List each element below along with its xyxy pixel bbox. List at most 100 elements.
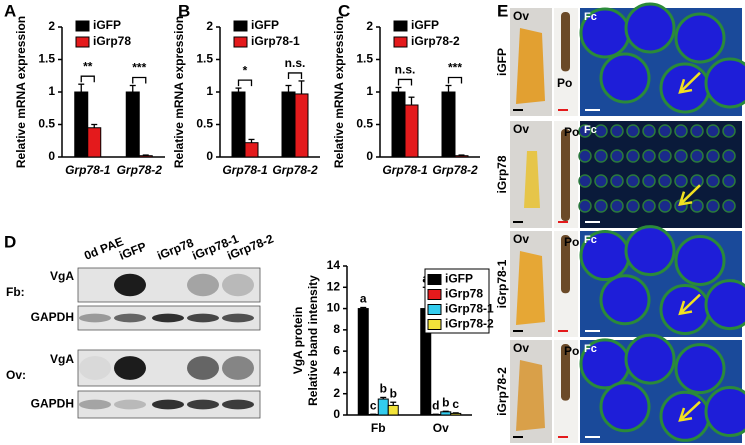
column-label: Po [564,235,579,249]
follicle-cell [642,174,656,188]
follicle-cell [658,124,672,138]
y-axis-label: Relative mRNA expression [14,16,28,168]
follicle-cell [594,174,608,188]
y-tick-label: 1 [48,84,55,98]
x-tick-label: Grp78-2 [117,163,163,177]
follicle-cell [706,174,720,188]
y-axis-label: Relative band intensity [306,275,320,406]
x-tick-label: Grp78-2 [272,163,318,177]
blot-protein: VgA [50,269,74,283]
arrow [678,400,701,422]
bar [138,155,153,158]
follicle-cell [642,149,656,163]
blot-band [187,273,219,297]
follicle-cell [578,124,592,138]
blot-band [222,273,254,297]
y-tick-label: 0.5 [38,117,55,131]
column-label: Fc [584,234,597,246]
significance-letter: b [442,395,449,409]
follicle-cell [722,199,736,213]
blot-band [222,399,254,410]
follicle-cell [624,225,676,277]
ovariole [561,235,570,294]
follicle-cell [599,52,651,104]
significance-bracket [447,76,463,84]
legend-swatch [75,36,90,48]
blot-band [114,313,146,323]
panel-label: D [4,232,16,251]
significance-label: ** [83,59,93,73]
blot-protein: GAPDH [31,397,74,411]
follicle-cell [610,149,624,163]
y-tick-label: 0.5 [356,117,373,131]
significance-bracket [287,72,303,79]
blot-tissue: Fb: [6,285,25,299]
x-tick-label: Fb [371,421,386,435]
legend-swatch [427,304,442,315]
legend-swatch [233,20,248,32]
follicle-cell [690,149,704,163]
follicle-cell [690,174,704,188]
legend-swatch [233,36,248,48]
significance-bracket [80,75,95,83]
legend-label: iGrp78-1 [445,302,494,316]
bar [377,398,389,416]
ovariole [561,344,570,401]
significance-bracket [132,76,147,84]
blot-strip [77,267,261,303]
y-tick-label: 1.5 [356,52,373,66]
column-label: Fc [584,11,597,23]
column-label: Ov [513,232,529,246]
y-tick-label: 6 [333,343,340,357]
y-tick-label: 2 [366,19,373,33]
legend-swatch [427,289,442,300]
y-tick-label: 0 [206,149,213,163]
significance-bracket [397,78,413,86]
column-label: Fc [584,343,597,355]
y-tick-label: 0 [366,149,373,163]
y-tick-label: 2 [206,19,213,33]
blot-band [114,356,146,380]
micrographs: iGFP Ov Po Fc iGrp78 Ov Po Fc iGrp78-1 Ov Po Fc iGrp… [495,2,745,443]
significance-label: * [243,63,248,77]
bar [281,91,296,158]
follicle-cell [704,386,745,438]
blot-protein: GAPDH [31,310,74,324]
bar [440,411,452,416]
follicle-cell [704,57,745,109]
bar [450,412,462,416]
legend-swatch [427,274,442,285]
follicle-cell [674,124,688,138]
legend-swatch [393,20,408,32]
y-tick-label: 1 [366,84,373,98]
follicle-cell [690,199,704,213]
x-tick-label: Grp78-1 [382,163,428,177]
follicle-cell [642,199,656,213]
x-tick-label: Grp78-2 [432,163,478,177]
follicle-cell [624,333,676,385]
follicle-cell [658,174,672,188]
significance-label: *** [132,61,146,75]
significance-letter: c [370,398,377,412]
legend-label: iGFP [251,18,279,32]
bar [231,91,246,158]
ovariole [561,129,570,221]
follicle-cell [722,174,736,188]
bar [125,91,140,158]
blot-band [79,313,111,323]
significance-letter: b [390,386,397,400]
blot-band [187,399,219,410]
follicle-cell [690,124,704,138]
ovary [524,151,540,208]
panel-label: A [4,1,16,20]
bar [74,91,89,158]
follicle-cell [626,124,640,138]
row-label: iGrp78-2 [495,367,509,416]
follicle-cell [642,124,656,138]
follicle-cell [599,381,651,433]
arrow [678,71,701,94]
follicle-cell [626,174,640,188]
y-tick-label: 1.5 [38,52,55,66]
